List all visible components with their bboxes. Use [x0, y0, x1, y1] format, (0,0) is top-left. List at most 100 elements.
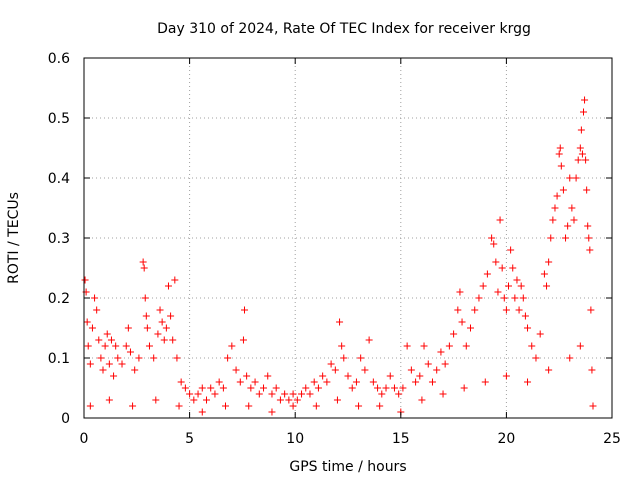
data-point [198, 408, 206, 416]
data-point [458, 318, 466, 326]
data-point [521, 312, 529, 320]
x-axis-ticks: 0 5 10 15 20 25 [80, 58, 621, 447]
data-point [281, 390, 289, 398]
y-tick-label: 0.3 [48, 231, 70, 247]
data-point [156, 306, 164, 314]
y-tick-label: 0.1 [48, 351, 70, 367]
data-point [511, 294, 519, 302]
data-point [574, 156, 582, 164]
data-point [164, 282, 172, 290]
data-point [588, 366, 596, 374]
data-point [298, 390, 306, 398]
data-point [222, 402, 230, 410]
data-point [122, 342, 130, 350]
data-point [348, 384, 356, 392]
data-point [412, 378, 420, 386]
data-point [577, 126, 585, 134]
data-point [103, 330, 111, 338]
data-point [88, 324, 96, 332]
data-point [118, 360, 126, 368]
data-point [140, 264, 148, 272]
data-point [83, 318, 91, 326]
data-point [566, 174, 574, 182]
data-point [545, 366, 553, 374]
data-point [272, 384, 280, 392]
data-point [357, 354, 365, 362]
data-point [479, 282, 487, 290]
data-point [505, 282, 513, 290]
data-point [445, 342, 453, 350]
data-point [145, 342, 153, 350]
data-point [302, 384, 310, 392]
data-point [583, 186, 591, 194]
data-point [390, 384, 398, 392]
data-point [460, 384, 468, 392]
data-point [589, 402, 597, 410]
data-point [420, 342, 428, 350]
data-point [86, 360, 94, 368]
x-tick-label: 20 [497, 431, 515, 447]
data-point [568, 204, 576, 212]
x-tick-label: 10 [286, 431, 304, 447]
data-point [319, 372, 327, 380]
data-point [139, 258, 147, 266]
data-point [536, 330, 544, 338]
data-point [171, 276, 179, 284]
data-point [437, 348, 445, 356]
data-point [162, 324, 170, 332]
data-point [169, 336, 177, 344]
data-point [462, 342, 470, 350]
data-point [418, 396, 426, 404]
data-point [289, 402, 297, 410]
data-point [355, 402, 363, 410]
data-point [466, 324, 474, 332]
data-point [86, 402, 94, 410]
data-point [186, 390, 194, 398]
data-point [488, 234, 496, 242]
data-point [268, 408, 276, 416]
data-point [570, 216, 578, 224]
data-point [496, 216, 504, 224]
data-point [126, 348, 134, 356]
data-point [340, 354, 348, 362]
data-point [524, 324, 532, 332]
data-point [224, 354, 232, 362]
grid-lines [84, 58, 612, 418]
data-points [81, 96, 597, 416]
data-point [173, 354, 181, 362]
data-point [131, 366, 139, 374]
data-point [97, 354, 105, 362]
data-point [105, 360, 113, 368]
data-point [543, 282, 551, 290]
data-point [557, 162, 565, 170]
data-point [581, 96, 589, 104]
data-point [129, 402, 137, 410]
data-point [110, 372, 118, 380]
data-point [502, 306, 510, 314]
data-point [323, 378, 331, 386]
data-point [336, 318, 344, 326]
data-point [84, 342, 92, 350]
x-tick-label: 5 [185, 431, 194, 447]
data-point [456, 288, 464, 296]
data-point [454, 306, 462, 314]
data-point [559, 186, 567, 194]
y-tick-label: 0.2 [48, 291, 70, 307]
data-point [513, 276, 521, 284]
data-point [395, 390, 403, 398]
data-point [142, 312, 150, 320]
data-point [502, 372, 510, 380]
data-point [327, 360, 335, 368]
data-point [150, 354, 158, 362]
data-point [158, 318, 166, 326]
data-point [556, 144, 564, 152]
data-point [124, 324, 132, 332]
data-point [365, 336, 373, 344]
data-point [198, 384, 206, 392]
data-point [579, 108, 587, 116]
data-point [439, 390, 447, 398]
data-point [175, 402, 183, 410]
data-point [361, 366, 369, 374]
data-point [382, 384, 390, 392]
data-point [494, 288, 502, 296]
